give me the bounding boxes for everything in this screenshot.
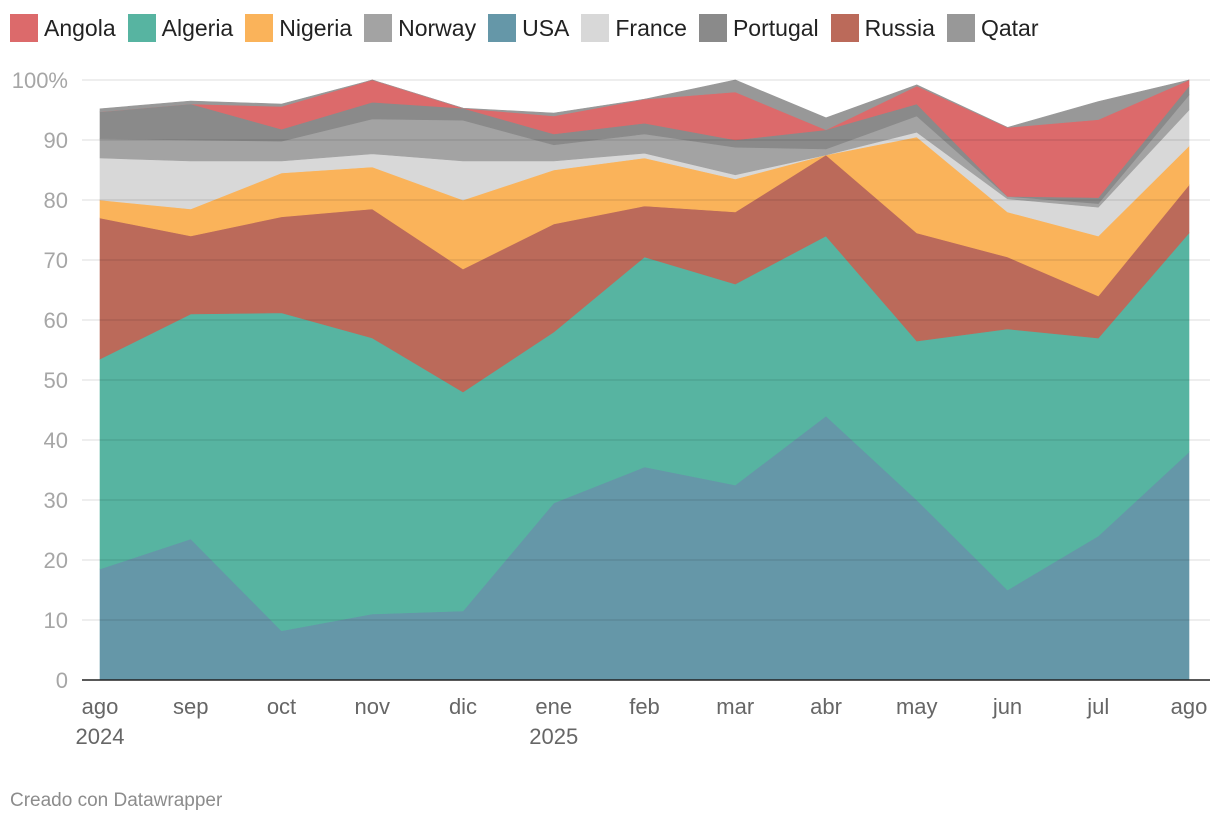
legend-swatch bbox=[830, 14, 859, 42]
x-tick-month: nov bbox=[355, 694, 390, 719]
legend-swatch bbox=[245, 14, 274, 42]
stacked-area-chart: 0 10 20 30 40 50 60 70 80 90 100% ago 2024 sep oct nov… bbox=[12, 68, 1210, 749]
x-axis-labels: ago 2024 sep oct nov dic ene 2025 feb mar abr may ju… bbox=[76, 694, 1208, 749]
x-tick-month: oct bbox=[267, 694, 296, 719]
y-tick-label: 0 bbox=[56, 668, 68, 693]
legend-item-usa: USA bbox=[488, 14, 569, 42]
legend-label: Norway bbox=[398, 14, 477, 41]
x-tick-month: ago bbox=[82, 694, 119, 719]
x-tick-month: sep bbox=[173, 694, 208, 719]
x-tick-month: may bbox=[896, 694, 938, 719]
legend-item-nigeria: Nigeria bbox=[245, 14, 352, 42]
legend-label: Qatar bbox=[980, 14, 1039, 41]
legend-swatch bbox=[488, 14, 517, 42]
legend-swatch bbox=[364, 14, 393, 42]
y-tick-label: 70 bbox=[44, 248, 68, 273]
legend-swatch bbox=[581, 14, 610, 42]
x-tick-month: dic bbox=[449, 694, 477, 719]
y-tick-label: 80 bbox=[44, 188, 68, 213]
legend-label: Russia bbox=[864, 14, 935, 41]
legend-swatch bbox=[946, 14, 975, 42]
legend-item-algeria: Algeria bbox=[127, 14, 234, 42]
y-tick-label: 90 bbox=[44, 128, 68, 153]
y-tick-label: 30 bbox=[44, 488, 68, 513]
legend-label: Angola bbox=[44, 14, 116, 41]
legend-item-norway: Norway bbox=[364, 14, 476, 42]
credit-text: Creado con Datawrapper bbox=[10, 790, 223, 811]
y-tick-label: 20 bbox=[44, 548, 68, 573]
y-tick-label: 60 bbox=[44, 308, 68, 333]
chart-legend: Angola Algeria Nigeria Norway USA France Portu… bbox=[10, 12, 1050, 44]
x-tick-month: abr bbox=[810, 694, 842, 719]
x-tick-year: 2024 bbox=[76, 724, 125, 749]
y-tick-label: 40 bbox=[44, 428, 68, 453]
y-tick-label: 100% bbox=[12, 68, 68, 93]
legend-item-angola: Angola bbox=[10, 14, 116, 42]
area-layer bbox=[99, 79, 1190, 681]
gridlines bbox=[82, 79, 1210, 621]
legend-item-russia: Russia bbox=[830, 14, 935, 42]
x-tick-year: 2025 bbox=[529, 724, 578, 749]
legend-label: USA bbox=[522, 14, 570, 41]
legend-label: France bbox=[615, 14, 687, 41]
y-tick-label: 50 bbox=[44, 368, 68, 393]
area-series-qatar bbox=[99, 79, 1190, 131]
y-axis-labels: 0 10 20 30 40 50 60 70 80 90 100% bbox=[12, 68, 68, 693]
legend-label: Nigeria bbox=[279, 14, 353, 41]
x-tick-month: mar bbox=[716, 694, 754, 719]
x-tick-month: ene bbox=[535, 694, 572, 719]
x-tick-month: jul bbox=[1086, 694, 1109, 719]
legend-swatch bbox=[127, 14, 156, 42]
legend-label: Algeria bbox=[161, 14, 234, 41]
legend-item-qatar: Qatar bbox=[946, 14, 1039, 42]
x-tick-month: jun bbox=[992, 694, 1022, 719]
legend-item-france: France bbox=[581, 14, 687, 42]
x-tick-month: feb bbox=[629, 694, 660, 719]
legend-label: Portugal bbox=[732, 14, 819, 41]
y-tick-label: 10 bbox=[44, 608, 68, 633]
legend-swatch bbox=[698, 14, 727, 42]
x-tick-month: ago bbox=[1171, 694, 1208, 719]
legend-swatch bbox=[10, 14, 38, 42]
legend-item-portugal: Portugal bbox=[698, 14, 819, 42]
